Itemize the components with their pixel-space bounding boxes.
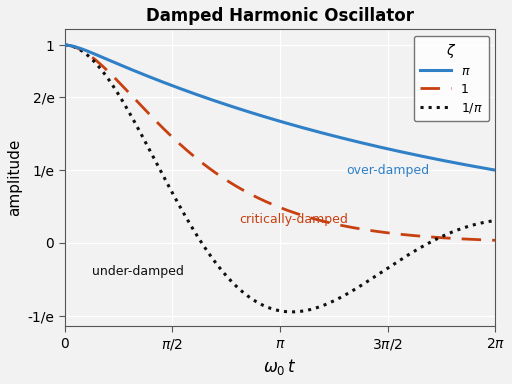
$1/\pi$ [493, 218, 499, 223]
$1/\pi$ [136, 129, 142, 133]
1 [136, 102, 142, 106]
Legend: $\pi$, 1, $1/\pi$: $\pi$, 1, $1/\pi$ [414, 36, 489, 121]
Line: 1: 1 [65, 45, 496, 240]
$1/\pi$ [62, 43, 68, 47]
1 [245, 191, 251, 195]
1 [484, 238, 490, 242]
$\pi$ [62, 43, 68, 47]
1 [437, 235, 443, 240]
Text: over-damped: over-damped [346, 164, 429, 177]
$1/\pi$ [111, 85, 117, 89]
1 [111, 75, 117, 79]
$\pi$ [245, 109, 251, 114]
Text: under-damped: under-damped [92, 265, 184, 278]
1 [227, 180, 233, 185]
Line: $\pi$: $\pi$ [65, 45, 496, 170]
1 [493, 238, 499, 243]
Y-axis label: amplitude: amplitude [7, 139, 22, 216]
X-axis label: $\omega_0\, t$: $\omega_0\, t$ [263, 357, 297, 377]
$1/\pi$ [245, 294, 251, 299]
$\pi$ [111, 60, 117, 65]
Title: Damped Harmonic Oscillator: Damped Harmonic Oscillator [146, 7, 414, 25]
$1/\pi$ [438, 235, 444, 239]
$\pi$ [437, 158, 443, 162]
$\pi$ [136, 71, 142, 75]
Line: $1/\pi$: $1/\pi$ [65, 45, 496, 312]
$1/\pi$ [227, 278, 233, 282]
Text: critically-damped: critically-damped [240, 213, 349, 226]
1 [62, 43, 68, 47]
$\pi$ [484, 166, 490, 171]
$\pi$ [493, 168, 499, 172]
$\pi$ [227, 104, 233, 108]
$1/\pi$ [484, 220, 490, 224]
$1/\pi$ [289, 310, 295, 314]
